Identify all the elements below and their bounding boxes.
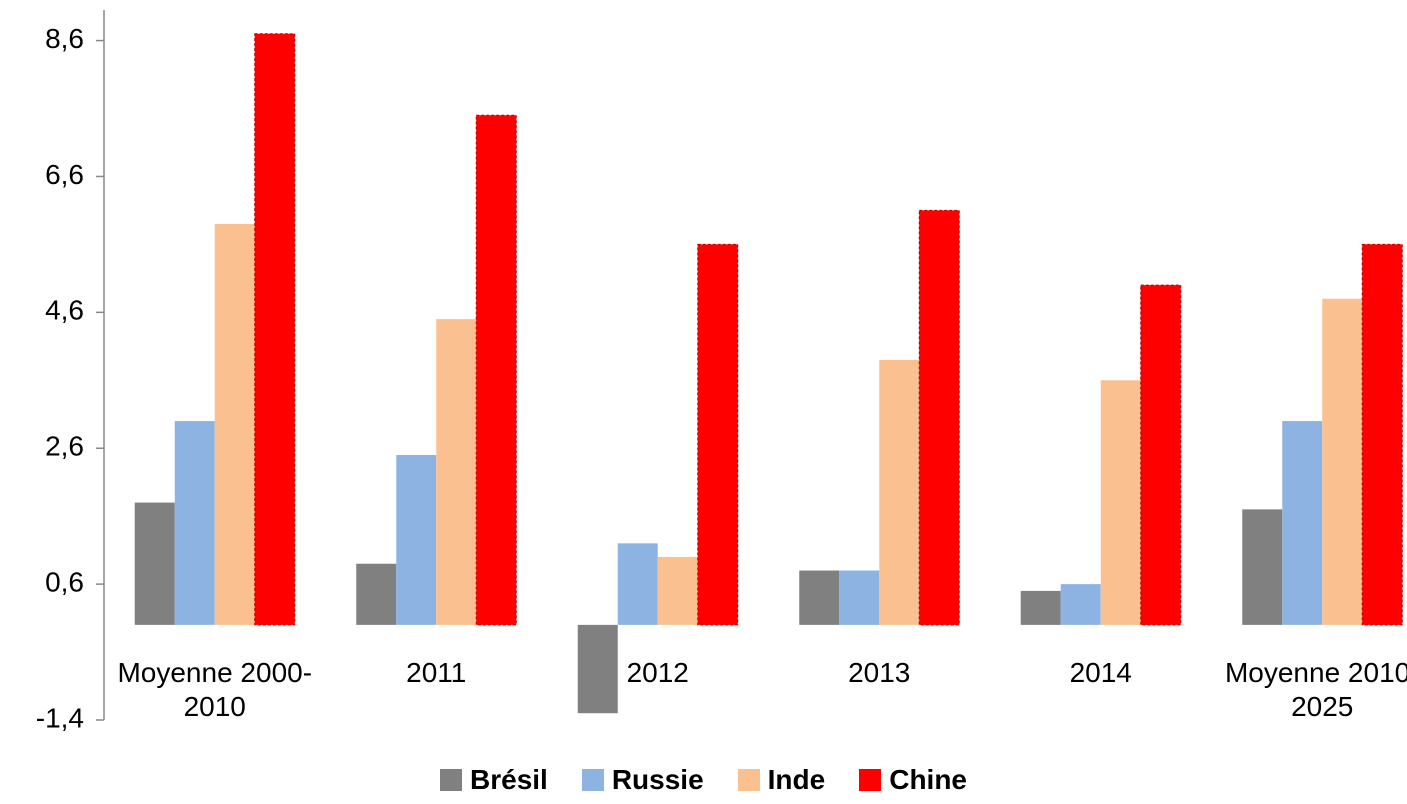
bar <box>839 570 880 625</box>
y-tick-label: 0,6 <box>45 567 84 598</box>
legend-swatch <box>581 769 604 791</box>
y-tick-label: 6,6 <box>45 159 84 190</box>
bar <box>617 543 658 625</box>
y-tick-label: 2,6 <box>45 431 84 462</box>
y-tick-label: 8,6 <box>45 23 84 54</box>
bar <box>134 502 175 625</box>
y-tick-label: -1,4 <box>36 702 84 733</box>
bar <box>1020 590 1061 625</box>
legend-swatch <box>440 769 462 791</box>
x-tick-label: 2014 <box>1069 657 1132 688</box>
x-tick-label: Moyenne 2010-2025 <box>1224 657 1407 722</box>
bar <box>799 570 840 625</box>
bar <box>1361 243 1403 626</box>
legend-label: Brésil <box>470 764 548 795</box>
legend-item: Russie <box>581 764 704 796</box>
bar <box>697 243 739 626</box>
legend-item: Inde <box>737 764 826 796</box>
legend-label: Chine <box>889 764 967 795</box>
legend-label: Inde <box>767 764 826 795</box>
bar <box>1242 509 1283 625</box>
bar <box>174 421 215 625</box>
bar <box>475 114 517 626</box>
x-tick-label: 2012 <box>626 657 689 688</box>
bar <box>214 224 255 625</box>
bar <box>1140 284 1182 626</box>
x-tick-label: 2013 <box>848 657 911 688</box>
bar <box>396 455 437 625</box>
bar <box>356 563 397 625</box>
bar <box>254 33 296 626</box>
bar <box>1100 380 1141 625</box>
bar <box>1282 421 1323 625</box>
bar <box>879 359 920 625</box>
legend-label: Russie <box>611 764 704 795</box>
y-tick-label: 4,6 <box>45 295 84 326</box>
bar <box>657 556 698 625</box>
legend-swatch <box>737 769 760 791</box>
legend-swatch <box>859 769 882 791</box>
bar <box>1322 298 1363 625</box>
legend-item: Chine <box>859 764 967 796</box>
x-tick-label: Moyenne 2000-2010 <box>117 657 313 722</box>
x-tick-label: 2011 <box>406 657 467 688</box>
bar <box>436 319 477 625</box>
bar <box>577 624 618 714</box>
legend: Brésil Russie Inde Chine <box>0 764 1407 796</box>
legend-item: Brésil <box>440 764 548 796</box>
bar <box>1060 584 1101 625</box>
bar <box>918 209 960 626</box>
